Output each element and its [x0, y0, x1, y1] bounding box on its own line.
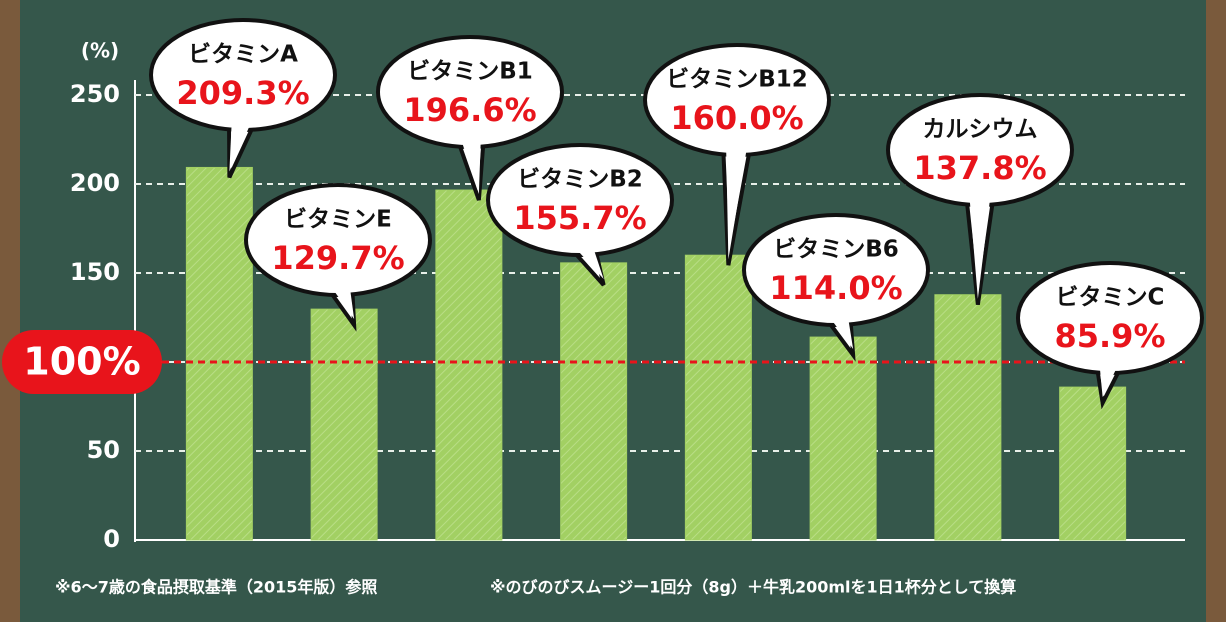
bar — [310, 308, 378, 541]
bar — [435, 189, 503, 541]
bar — [934, 294, 1002, 541]
category-label: カルシウム — [923, 117, 1038, 143]
reference-label: 100% — [23, 340, 140, 384]
category-label: ビタミンC — [1056, 285, 1165, 311]
y-tick-label: 200 — [70, 169, 120, 197]
bar — [684, 254, 752, 541]
category-label: ビタミンB1 — [407, 59, 533, 85]
category-label: ビタミンE — [284, 207, 392, 233]
y-tick-label: 0 — [103, 525, 120, 553]
bubble-tail-fill — [327, 281, 355, 319]
reference-badge — [2, 330, 162, 394]
bubble-tail-fill — [229, 116, 254, 172]
footnote: ※のびのびスムージー1回分（8g）＋牛乳200mlを1日1杯分として換算 — [490, 578, 1016, 597]
bubble-tail-fill — [459, 133, 481, 195]
y-tick-label: 250 — [70, 80, 120, 108]
y-unit: (%) — [81, 39, 119, 63]
category-label: ビタミンA — [188, 42, 298, 68]
value-label: 196.6% — [403, 91, 536, 129]
value-label: 85.9% — [1054, 317, 1165, 355]
value-label: 137.8% — [913, 149, 1046, 187]
bubble-tail-fill — [969, 191, 991, 299]
bubble — [486, 143, 674, 257]
value-label: 129.7% — [271, 239, 404, 277]
bubble-tail-fill — [825, 311, 854, 349]
category-label: ビタミンB6 — [773, 237, 899, 263]
y-tick-label: 150 — [70, 258, 120, 286]
value-label: 114.0% — [769, 269, 902, 307]
y-tick-label: 50 — [87, 436, 120, 464]
bar — [185, 166, 253, 541]
bubble-tail-fill — [1099, 359, 1121, 397]
bar — [809, 336, 877, 541]
bar — [560, 262, 628, 541]
value-label: 160.0% — [670, 99, 803, 137]
bubble-tail-fill — [569, 241, 604, 279]
footnote: ※6～7歳の食品摂取基準（2015年版）参照 — [55, 578, 377, 597]
category-label: ビタミンB12 — [666, 67, 808, 93]
bubble-tail-fill — [726, 141, 748, 260]
category-label: ビタミンB2 — [517, 167, 643, 193]
value-label: 155.7% — [513, 199, 646, 237]
bar — [1059, 386, 1127, 541]
value-label: 209.3% — [176, 74, 309, 112]
